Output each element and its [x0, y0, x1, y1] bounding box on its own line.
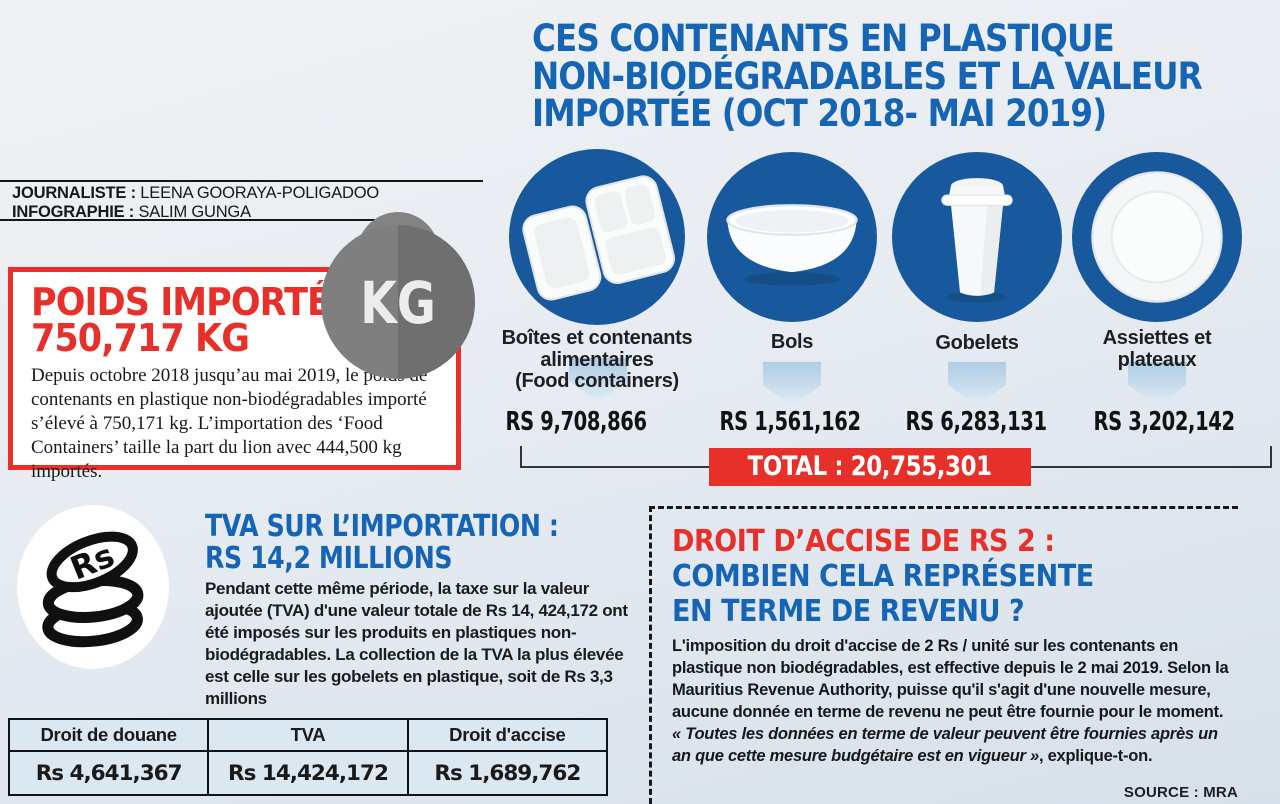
kg-kettlebell-icon: KG	[315, 186, 481, 387]
imported-weight-heading: POIDS IMPORTÉ : 750,717 KG	[31, 280, 413, 360]
category-value-gobelets: RS 6,283,131	[905, 407, 1047, 437]
food-container-icon	[522, 175, 676, 301]
imported-weight-heading-line1: POIDS IMPORTÉ :	[31, 280, 355, 324]
divider-line-bottom	[0, 219, 412, 221]
source-label: SOURCE : MRA	[1123, 784, 1238, 801]
tax-table-value-tva: Rs 14,424,172	[207, 750, 409, 796]
category-label-gobelets: Gobelets	[827, 332, 1127, 355]
accise-dashed-box	[649, 506, 1238, 804]
tax-table: Droit de douane TVA Droit d'accise Rs 4,…	[7, 718, 609, 796]
accise-body-normal: L'imposition du droit d'accise de 2 Rs /…	[672, 637, 1229, 721]
imported-weight-box: POIDS IMPORTÉ : 750,717 KG Depuis octobr…	[8, 267, 461, 482]
imported-weight-body: Depuis octobre 2018 jusqu’au mai 2019, l…	[31, 365, 428, 482]
page-title: CES CONTENANTS EN PLASTIQUE NON-BIODÉGRA…	[532, 17, 1203, 135]
category-circle-bols	[707, 152, 877, 322]
tax-table-header-douane: Droit de douane	[7, 718, 210, 752]
bracket-tick-right	[1270, 446, 1272, 468]
total-badge: TOTAL : 20,755,301	[709, 448, 1031, 486]
accise-body: L'imposition du droit d'accise de 2 Rs /…	[672, 636, 1232, 768]
tva-heading: TVA SUR L’IMPORTATION : RS 14,2 MILLIONS	[205, 511, 559, 575]
title-line-1: CES CONTENANTS EN PLASTIQUE	[532, 17, 1115, 60]
accise-heading-red: DROIT D’ACCISE DE RS 2 :	[672, 524, 1055, 559]
credits: JOURNALISTE : LEENA GOORAYA-POLIGADOO IN…	[12, 184, 379, 222]
label-line: (Food containers)	[515, 370, 679, 392]
accise-body-quote: « Toutes les données en terme de valeur …	[672, 724, 1218, 765]
rs-coins-icon: Rs	[14, 503, 172, 676]
journalist-name: LEENA GOORAYA-POLIGADOO	[140, 184, 379, 202]
category-circle-gobelets	[892, 152, 1062, 322]
category-label-assiettes: Assiettes et plateaux	[1007, 327, 1280, 371]
accise-heading: DROIT D’ACCISE DE RS 2 : COMBIEN CELA RE…	[672, 524, 1094, 629]
category-value-bols: RS 1,561,162	[719, 407, 861, 437]
kg-icon-label: KG	[360, 269, 436, 337]
infographie-label: INFOGRAPHIE :	[12, 203, 135, 221]
category-circle-food-containers	[509, 149, 685, 325]
label-line: Bols	[770, 331, 814, 353]
title-line-2: NON-BIODÉGRADABLES ET LA VALEUR	[532, 54, 1203, 98]
label-line: Gobelets	[935, 332, 1019, 354]
credit-infographie: INFOGRAPHIE : SALIM GUNGA	[12, 203, 379, 222]
credit-journalist: JOURNALISTE : LEENA GOORAYA-POLIGADOO	[12, 184, 379, 203]
down-arrow-icon	[763, 362, 821, 406]
label-line: Boîtes et contenants	[501, 327, 693, 349]
tax-table-value-row: Rs 4,641,367 Rs 14,424,172 Rs 1,689,762	[7, 750, 609, 796]
divider-line-top	[0, 180, 483, 182]
tva-heading-line2: RS 14,2 MILLIONS	[205, 541, 453, 576]
label-line: alimentaires	[540, 348, 654, 371]
tva-heading-line1: TVA SUR L’IMPORTATION :	[205, 509, 559, 544]
tax-table-header-row: Droit de douane TVA Droit d'accise	[7, 718, 609, 752]
category-value-food-containers: RS 9,708,866	[505, 407, 647, 437]
category-label-food-containers: Boîtes et contenants alimentaires (Food …	[447, 327, 747, 393]
accise-heading-blue-line1: COMBIEN CELA REPRÉSENTE	[672, 559, 1094, 594]
bracket-tick-left	[520, 446, 522, 468]
tax-table-value-douane: Rs 4,641,367	[7, 750, 210, 796]
accise-body-tail: , explique-t-on.	[1038, 746, 1153, 765]
label-line: Assiettes et	[1102, 327, 1212, 349]
accise-heading-blue-line2: EN TERME DE REVENU ?	[672, 594, 1025, 629]
bowl-icon	[726, 204, 858, 286]
total-label: TOTAL : 20,755,301	[747, 451, 993, 482]
imported-weight-heading-line2: 750,717 KG	[31, 316, 250, 360]
infographie-name: SALIM GUNGA	[138, 203, 251, 221]
label-line: plateaux	[1117, 348, 1197, 371]
category-label-bols: Bols	[642, 331, 942, 354]
cup-icon	[941, 178, 1013, 303]
category-circle-assiettes	[1072, 152, 1242, 322]
category-value-assiettes: RS 3,202,142	[1093, 407, 1235, 437]
down-arrow-icon	[948, 362, 1006, 406]
journalist-label: JOURNALISTE :	[12, 184, 136, 202]
tva-body: Pendant cette même période, la taxe sur …	[205, 579, 628, 709]
tax-table-header-accise: Droit d'accise	[406, 718, 609, 752]
plate-icon	[1091, 171, 1223, 303]
tax-table-value-accise: Rs 1,689,762	[406, 750, 609, 796]
title-line-3: IMPORTÉE (OCT 2018- MAI 2019)	[532, 92, 1107, 135]
tax-table-header-tva: TVA	[207, 718, 409, 752]
